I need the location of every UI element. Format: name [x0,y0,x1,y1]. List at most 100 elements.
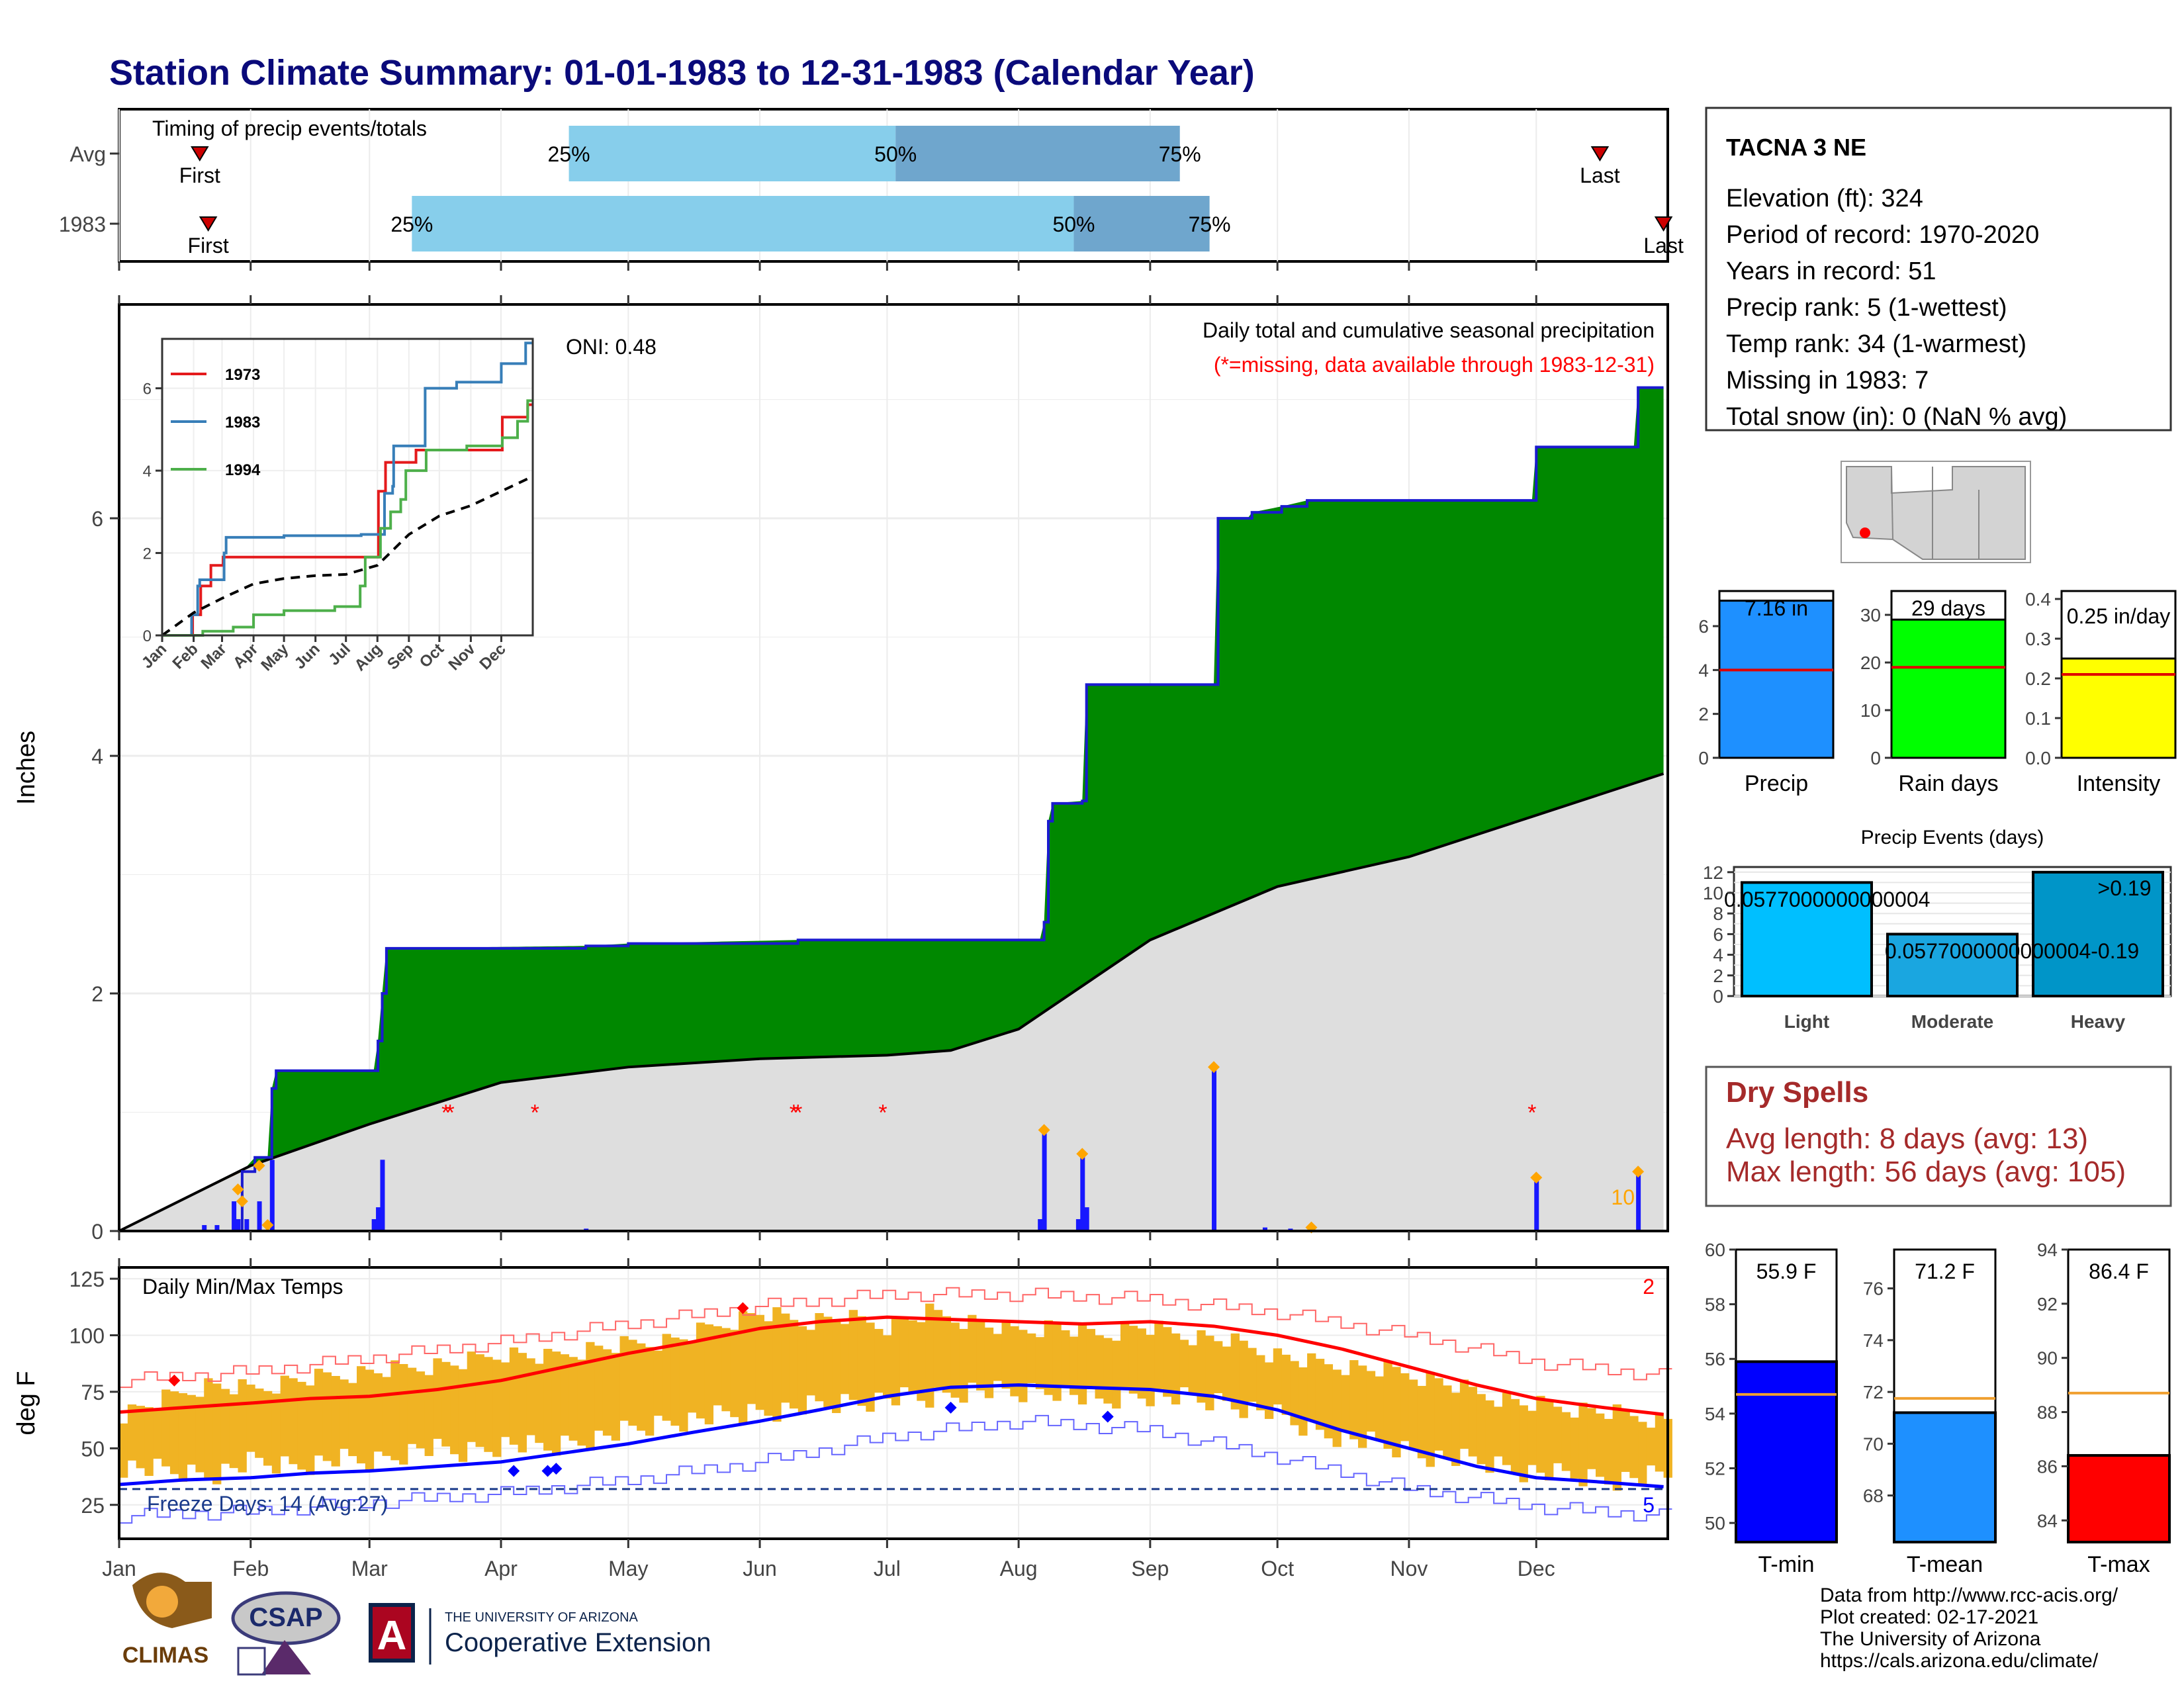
station-info-line: Temp rank: 34 (1-warmest) [1726,330,2026,358]
record-temp-marker [944,1401,957,1414]
daily-temp-range-bar [968,1314,977,1383]
missing-day-star: * [794,1101,802,1126]
daily-temp-range-bar [1239,1340,1248,1418]
daily-temp-range-bar [721,1328,731,1412]
precip-events-ytick-label: 10 [1703,883,1723,903]
daily-temp-range-bar [204,1378,213,1481]
daily-temp-range-bar [815,1313,824,1402]
daily-temp-range-bar [127,1404,137,1461]
temp-ytick-label: 76 [1863,1279,1884,1299]
record-temp-marker [550,1463,563,1475]
temp-panel-label: T-min [1758,1552,1815,1577]
month-label: Oct [1261,1557,1294,1580]
daily-temp-range-bar [1578,1402,1588,1486]
record-min-line [119,1414,1672,1524]
inset-average-line [161,475,533,637]
daily-temp-range-bar [161,1389,171,1467]
station-location-dot [1860,527,1870,538]
timing-label-50: 50% [1052,212,1095,236]
daily-precip-bar [269,1160,275,1231]
timing-first-marker [191,146,209,161]
daily-temp-range-bar [1197,1330,1206,1403]
temps-ytick-label: 50 [81,1437,105,1461]
daily-temp-range-bar [696,1322,705,1419]
precip-ytick-label: 4 [91,745,103,768]
daily-temp-range-bar [1621,1410,1630,1472]
station-name: TACNA 3 NE [1726,134,1866,161]
daily-temp-range-bar [713,1326,722,1406]
footer-line: https://cals.arizona.edu/climate/ [1820,1650,2099,1672]
daily-temp-range-bar [340,1379,349,1449]
daily-temp-range-bar [1553,1406,1563,1463]
missing-day-star: * [441,1101,450,1126]
daily-temp-range-bar [764,1321,773,1416]
right-column: TACNA 3 NE Elevation (ft): 324 Period of r… [1698,107,2177,1577]
average-min-line [118,1383,1664,1488]
daily-temp-range-bar [925,1303,934,1408]
climas-logo-text: CLIMAS [122,1643,208,1668]
daily-precip-bar [1212,1067,1217,1231]
record-low-count: 5 [1643,1493,1655,1517]
daily-temp-range-bar [229,1394,239,1469]
summary-value-label: 0.25 in/day [2067,604,2171,628]
daily-temp-range-bar [569,1357,578,1441]
summary-panel-label: Intensity [2077,771,2161,796]
daily-temp-range-bar [365,1369,375,1471]
daily-temp-range-bar [984,1327,994,1398]
record-temp-marker [168,1374,181,1387]
summary-ytick-label: 30 [1860,605,1881,625]
temps-ytick-label: 125 [69,1267,105,1291]
daily-temp-range-bar [500,1362,510,1438]
timing-row-label: 1983 [59,212,106,236]
daily-temp-range-bar [416,1371,426,1449]
daily-temp-range-bar [1163,1327,1172,1397]
ua-logo-small-text: THE UNIVERSITY OF ARIZONA [445,1610,639,1625]
daily-temp-range-bar [1341,1375,1350,1431]
temp-value-label: 71.2 F [1915,1259,1975,1283]
station-info-line: Years in record: 51 [1726,257,1936,285]
month-label: Mar [351,1557,388,1580]
daily-temp-range-bar [1638,1422,1647,1485]
footer-line: The University of Arizona [1820,1628,2041,1650]
daily-temp-range-bar [586,1342,595,1451]
timing-label-50: 50% [874,142,917,166]
daily-temp-range-bar [797,1326,807,1415]
precip-events-ytick-label: 12 [1703,862,1723,883]
inset-legend-label: 1983 [225,414,260,432]
event-marker [1038,1124,1050,1136]
precip-events-ytick-label: 4 [1713,945,1723,966]
daily-temp-range-bar [1502,1393,1512,1465]
daily-temp-range-bar [882,1335,892,1399]
daily-temp-range-bar [1273,1348,1283,1405]
daily-temp-range-bar [619,1336,629,1421]
daily-temp-range-bar [271,1393,281,1474]
daily-temp-range-bar [178,1393,188,1482]
precip-corner-count: 10 [1611,1185,1635,1209]
summary-ytick-label: 0 [1870,748,1881,768]
daily-temp-range-bar [874,1328,884,1393]
daily-temp-range-bar [594,1346,604,1431]
station-info-line: Elevation (ft): 324 [1726,185,1923,212]
daily-temp-range-bar [399,1363,408,1465]
daily-temp-range-bar [645,1347,655,1436]
daily-temp-range-bar [458,1369,468,1462]
daily-temp-range-bar [1222,1346,1232,1401]
daily-temp-range-bar [1052,1324,1062,1401]
daily-temp-range-bar [331,1376,340,1467]
daily-temp-range-bar [195,1396,205,1473]
inset-ytick-label: 2 [143,545,152,563]
timing-last-label: Last [1580,163,1620,187]
temps-frame [118,1266,1669,1540]
daily-precip-bar [1080,1154,1085,1231]
footer-line: Data from http://www.rcc-acis.org/ [1820,1584,2118,1606]
temp-ytick-label: 86 [2037,1456,2058,1477]
daily-temp-range-bar [322,1372,332,1461]
locator-map-border [1891,466,1893,540]
daily-temp-range-bar [1519,1405,1528,1483]
temp-ytick-label: 90 [2037,1348,2058,1369]
timing-label-75: 75% [1159,142,1201,166]
timing-label-25: 25% [548,142,590,166]
precip-ylabel: Inches [13,731,40,805]
